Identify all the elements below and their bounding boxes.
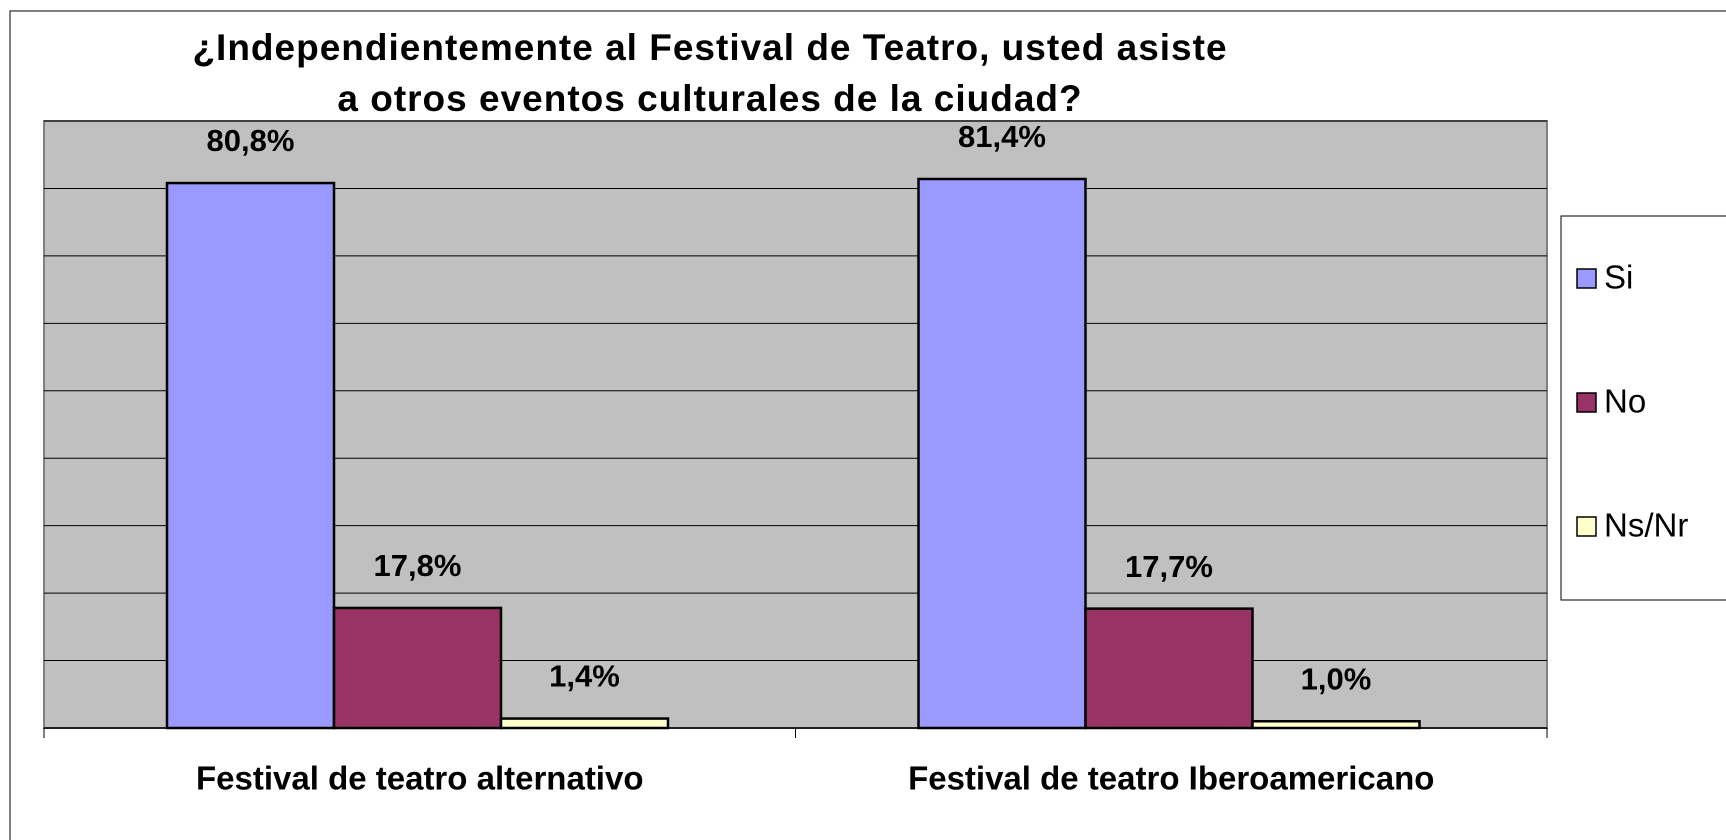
bar [165,181,336,730]
data-label: 17,8% [374,548,462,583]
data-label: 17,7% [1125,549,1213,584]
x-tick-label: Festival de teatro alternativo [196,760,643,797]
bar [332,606,503,730]
bar [499,717,670,730]
legend-label: Si [1604,259,1633,296]
legend-label: Ns/Nr [1604,507,1688,544]
chart-title: a otros eventos culturales de la ciudad? [337,78,1082,119]
data-label: 80,8% [207,123,295,158]
data-label: 1,4% [549,659,620,694]
chart-title: ¿Independientemente al Festival de Teatr… [192,27,1227,68]
legend-label: No [1604,383,1646,420]
bar [917,177,1087,730]
legend-swatch [1576,268,1597,289]
bar [1251,720,1421,730]
bar [1084,607,1254,730]
data-label: 1,0% [1301,661,1372,696]
legend-swatch [1576,516,1597,537]
data-label: 81,4% [958,119,1046,154]
chart-border [9,10,1726,840]
x-tick-label: Festival de teatro Iberoamericano [908,760,1434,797]
legend-swatch [1576,392,1597,413]
